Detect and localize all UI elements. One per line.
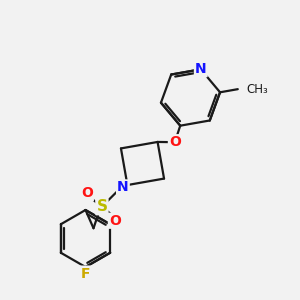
- Text: O: O: [109, 214, 121, 228]
- Text: O: O: [81, 186, 93, 200]
- Text: F: F: [81, 267, 90, 280]
- Text: O: O: [169, 135, 181, 149]
- Text: N: N: [117, 180, 129, 194]
- Text: S: S: [96, 199, 107, 214]
- Text: N: N: [195, 62, 207, 76]
- Text: CH₃: CH₃: [246, 83, 268, 96]
